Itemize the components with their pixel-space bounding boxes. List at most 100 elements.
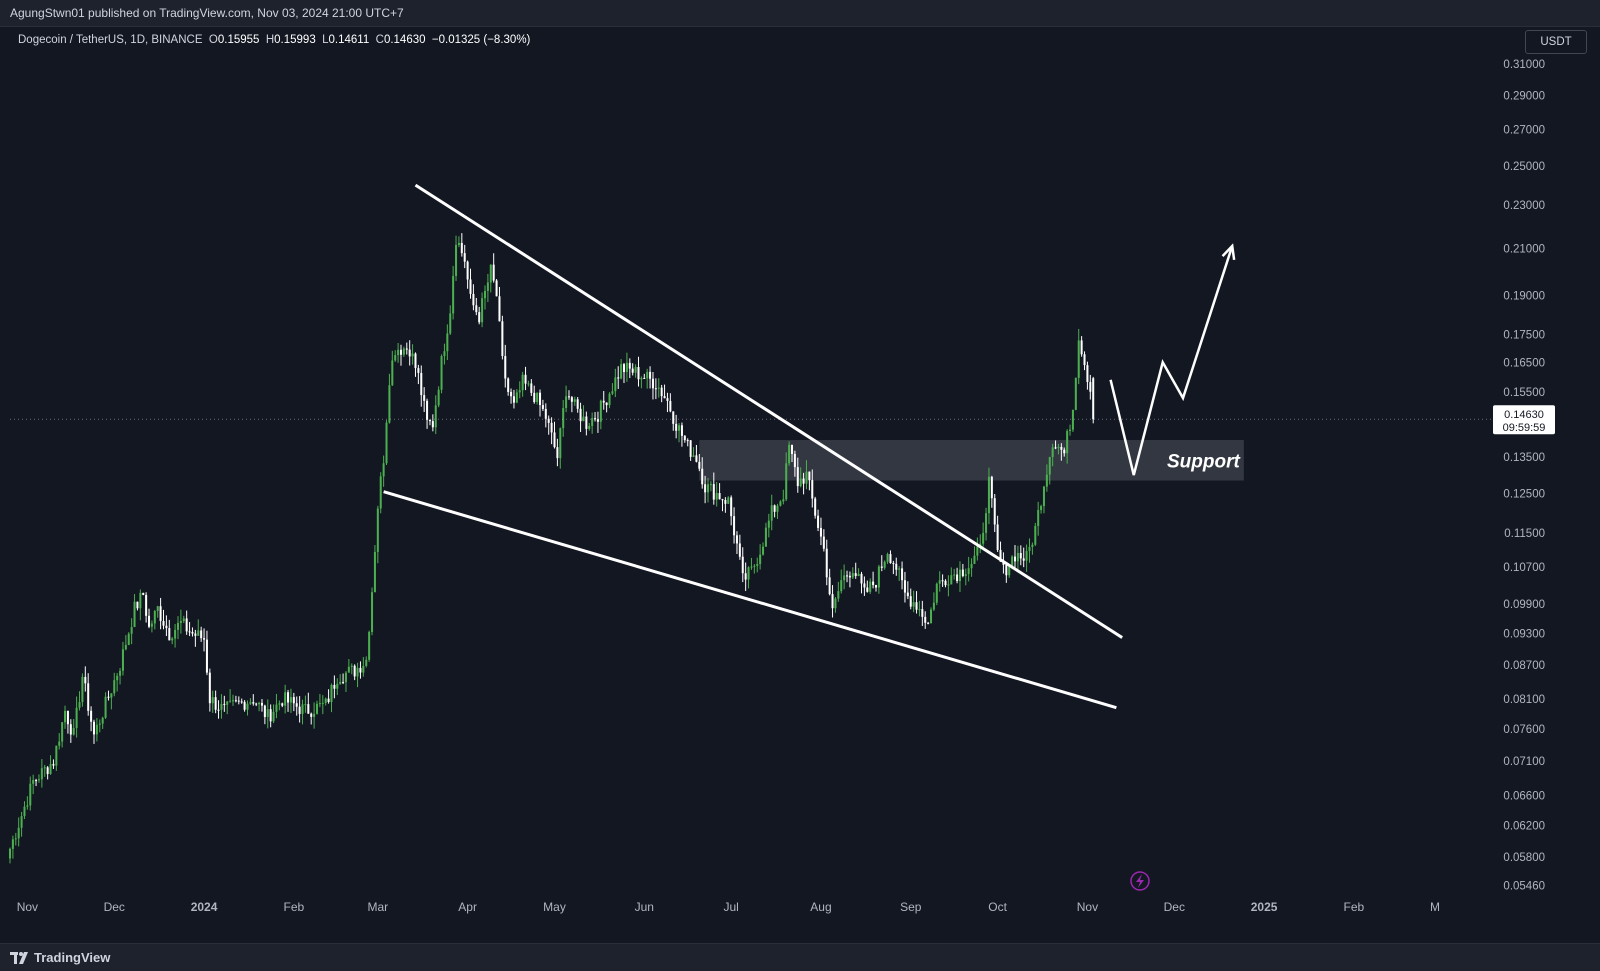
candle-body bbox=[20, 816, 23, 828]
candle-body bbox=[921, 609, 924, 617]
candle-body bbox=[762, 546, 765, 555]
candle-body bbox=[498, 296, 501, 322]
time-axis[interactable]: Nov Dec 2024 Feb Mar Apr May Jun Jul Aug Sep Oct Nov… bbox=[17, 900, 1440, 914]
candle-body bbox=[1025, 551, 1028, 561]
candle-body bbox=[785, 463, 788, 500]
price-axis-label: 0.17500 bbox=[1503, 329, 1545, 341]
candle-body bbox=[996, 524, 999, 550]
time-axis-label: Feb bbox=[283, 900, 304, 914]
candle-body bbox=[753, 565, 756, 567]
candle-body bbox=[932, 602, 935, 610]
candle-body bbox=[1066, 431, 1069, 454]
annotations-layer bbox=[10, 183, 1492, 891]
candle-body bbox=[579, 408, 582, 422]
price-axis-label: 0.19000 bbox=[1503, 291, 1545, 303]
candle-body bbox=[507, 378, 510, 392]
candle-body bbox=[1037, 510, 1040, 526]
candle-body bbox=[628, 362, 631, 369]
candle-body bbox=[136, 601, 139, 609]
candle-body bbox=[956, 574, 959, 582]
candle-body bbox=[1071, 409, 1074, 430]
candle-body bbox=[1008, 566, 1011, 576]
candle-body bbox=[382, 463, 385, 477]
candle-body bbox=[237, 700, 240, 702]
candle-body bbox=[712, 484, 715, 500]
candle-body bbox=[605, 402, 608, 406]
support-zone bbox=[699, 440, 1244, 481]
candle-body bbox=[941, 580, 944, 582]
candle-body bbox=[559, 428, 562, 459]
candle-body bbox=[260, 702, 263, 706]
candle-body bbox=[368, 631, 371, 660]
candle-body bbox=[822, 536, 825, 549]
candle-body bbox=[938, 580, 941, 584]
candle-body bbox=[171, 638, 174, 641]
candle-body bbox=[81, 676, 84, 703]
price-axis[interactable]: 0.31000 0.29000 0.27000 0.25000 0.23000 0.210… bbox=[1493, 59, 1555, 892]
candle-body bbox=[692, 455, 695, 457]
candle-body bbox=[640, 377, 643, 380]
price-axis-label: 0.10700 bbox=[1503, 562, 1545, 574]
candle-body bbox=[359, 667, 362, 673]
candle-body bbox=[475, 305, 478, 313]
candle-body bbox=[967, 568, 970, 575]
candle-body bbox=[72, 728, 75, 735]
candle-body bbox=[420, 372, 423, 396]
candle-body bbox=[501, 321, 504, 356]
candle-body bbox=[17, 827, 20, 839]
candle-body bbox=[159, 606, 162, 621]
price-axis-label: 0.05460 bbox=[1503, 880, 1545, 892]
candle-body bbox=[819, 527, 822, 537]
time-axis-label: Oct bbox=[988, 900, 1007, 914]
candle-body bbox=[365, 659, 368, 667]
candle-body bbox=[269, 709, 272, 722]
candle-body bbox=[906, 592, 909, 597]
wedge-upper-trendline bbox=[414, 183, 1123, 639]
candle-body bbox=[588, 425, 591, 429]
candle-body bbox=[255, 703, 258, 705]
candle-body bbox=[982, 532, 985, 544]
candle-body bbox=[26, 805, 29, 807]
candle-body bbox=[1069, 429, 1072, 432]
candle-body bbox=[142, 592, 145, 595]
publish-header: AgungStwn01 published on TradingView.com… bbox=[0, 0, 1600, 27]
candle-body bbox=[747, 567, 750, 580]
candle-body bbox=[52, 764, 55, 766]
open-label: O bbox=[208, 34, 218, 46]
candle-body bbox=[258, 702, 261, 705]
candle-body bbox=[165, 625, 168, 629]
candle-body bbox=[229, 700, 232, 702]
candle-body bbox=[95, 724, 98, 735]
candle-body bbox=[1011, 556, 1014, 567]
candle-body bbox=[770, 505, 773, 521]
candle-body bbox=[246, 703, 249, 710]
candle-body bbox=[964, 574, 967, 577]
candle-body bbox=[512, 396, 515, 403]
tradingview-brand: TradingView bbox=[34, 950, 111, 965]
candle-body bbox=[1045, 474, 1048, 487]
candle-body bbox=[49, 764, 52, 775]
candle-body bbox=[226, 701, 229, 705]
candle-body bbox=[153, 611, 156, 624]
last-price-value: 0.14630 bbox=[1504, 409, 1544, 421]
candle-body bbox=[675, 423, 678, 431]
symbol-name[interactable]: Dogecoin / TetherUS, 1D, BINANCE bbox=[18, 34, 203, 46]
candle-body bbox=[399, 349, 403, 355]
candle-body bbox=[58, 741, 61, 746]
candle-body bbox=[834, 598, 837, 609]
candle-body bbox=[666, 398, 669, 401]
tradingview-logo[interactable]: TradingView bbox=[10, 950, 110, 965]
candle-body bbox=[611, 391, 614, 394]
currency-button[interactable]: USDT bbox=[1525, 30, 1587, 54]
candle-body bbox=[23, 806, 26, 817]
candle-body bbox=[69, 724, 72, 735]
time-axis-label: Dec bbox=[1164, 900, 1185, 914]
time-axis-label: Dec bbox=[104, 900, 125, 914]
candle-body bbox=[327, 698, 330, 703]
candle-body bbox=[182, 618, 185, 621]
low-value: 0.14611 bbox=[328, 34, 370, 46]
candle-body bbox=[1089, 382, 1092, 392]
time-axis-label: Apr bbox=[458, 900, 477, 914]
time-axis-label: Feb bbox=[1344, 900, 1365, 914]
